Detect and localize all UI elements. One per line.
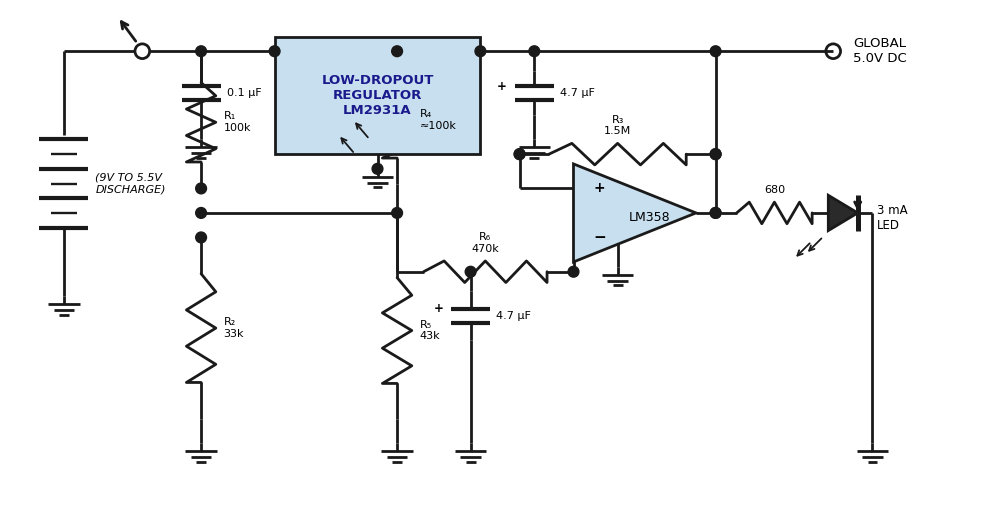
Circle shape [392,207,402,218]
Text: R₆
470k: R₆ 470k [471,233,499,254]
Text: LM358: LM358 [629,211,670,224]
Circle shape [269,46,280,57]
Circle shape [529,46,540,57]
Text: +: + [433,302,443,315]
Circle shape [568,266,579,277]
Circle shape [196,232,206,243]
Text: +: + [593,181,605,195]
Text: R₁
100k: R₁ 100k [224,112,251,133]
Circle shape [196,183,206,194]
Text: 680: 680 [764,185,785,195]
Bar [275,37,480,154]
Circle shape [710,207,721,218]
Text: LOW-DROPOUT
REGULATOR
LM2931A: LOW-DROPOUT REGULATOR LM2931A [321,74,434,117]
Circle shape [465,266,476,277]
Circle shape [372,163,383,174]
Text: +: + [497,80,507,93]
Circle shape [475,46,486,57]
Circle shape [710,207,721,218]
Circle shape [710,149,721,160]
Text: 4.7 μF: 4.7 μF [560,88,595,98]
Circle shape [514,149,525,160]
Circle shape [514,149,525,160]
Circle shape [196,207,206,218]
Circle shape [392,46,402,57]
Text: (9V TO 5.5V
DISCHARGE): (9V TO 5.5V DISCHARGE) [95,173,166,194]
Text: R₃
1.5M: R₃ 1.5M [604,115,631,136]
Text: −: − [593,230,606,245]
Circle shape [710,46,721,57]
Circle shape [196,46,206,57]
Text: GLOBAL
5.0V DC: GLOBAL 5.0V DC [853,37,907,65]
Text: R₄
≈100k: R₄ ≈100k [420,109,457,131]
Polygon shape [828,195,858,231]
Text: R₂
33k: R₂ 33k [224,317,244,339]
Text: 4.7 μF: 4.7 μF [496,311,531,321]
Text: 0.1 μF: 0.1 μF [227,88,261,98]
Text: R₅
43k: R₅ 43k [420,320,440,341]
Text: 3 mA
LED: 3 mA LED [877,204,908,232]
Circle shape [710,149,721,160]
Polygon shape [574,164,696,262]
